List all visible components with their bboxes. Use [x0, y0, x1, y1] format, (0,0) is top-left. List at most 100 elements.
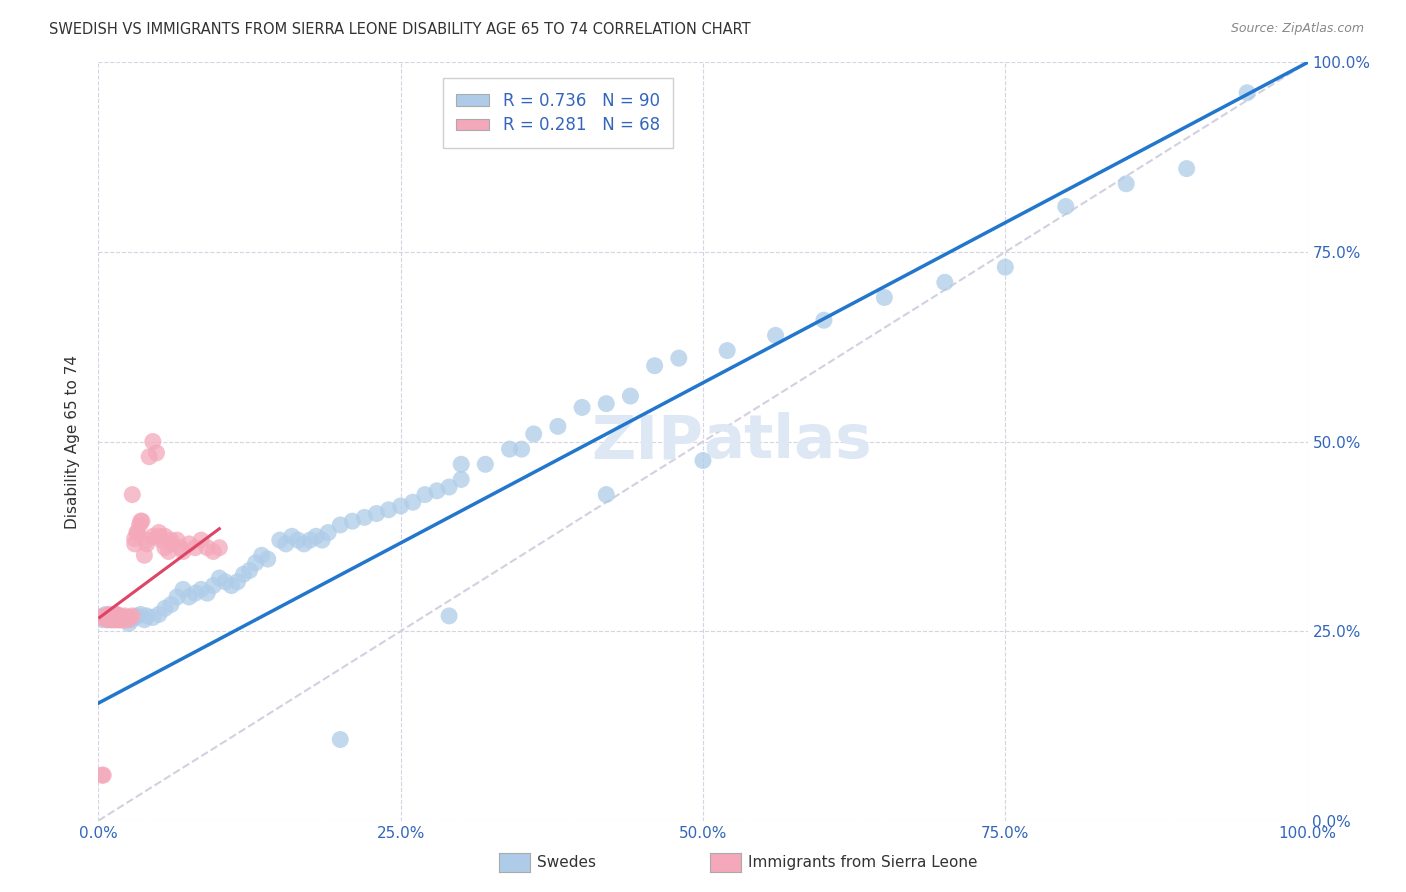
- Point: [107, 610, 129, 624]
- Point: [402, 495, 425, 509]
- Point: [450, 473, 472, 487]
- Text: Immigrants from Sierra Leone: Immigrants from Sierra Leone: [748, 855, 977, 870]
- Point: [97, 608, 120, 623]
- Point: [101, 610, 124, 624]
- Point: [1054, 199, 1077, 213]
- Point: [104, 610, 127, 624]
- Legend: R = 0.736   N = 90, R = 0.281   N = 68: R = 0.736 N = 90, R = 0.281 N = 68: [443, 78, 673, 148]
- Point: [153, 541, 176, 555]
- Point: [342, 514, 364, 528]
- Point: [114, 613, 136, 627]
- Point: [160, 533, 183, 548]
- Point: [118, 616, 141, 631]
- Point: [142, 610, 165, 624]
- Point: [153, 529, 176, 543]
- Text: Swedes: Swedes: [537, 855, 596, 870]
- Point: [498, 442, 520, 457]
- Point: [571, 401, 593, 415]
- Point: [813, 313, 835, 327]
- Point: [644, 359, 666, 373]
- Point: [101, 608, 124, 623]
- Point: [100, 610, 122, 624]
- Point: [124, 537, 146, 551]
- Point: [111, 610, 134, 624]
- Point: [389, 499, 412, 513]
- Point: [208, 571, 231, 585]
- Point: [202, 544, 225, 558]
- Point: [105, 610, 128, 624]
- Point: [129, 607, 152, 622]
- Point: [91, 768, 114, 782]
- Point: [208, 541, 231, 555]
- Point: [329, 732, 352, 747]
- Point: [184, 586, 207, 600]
- Point: [353, 510, 375, 524]
- Point: [118, 610, 141, 624]
- Point: [311, 533, 333, 548]
- Point: [108, 608, 131, 623]
- Point: [98, 607, 121, 622]
- Point: [91, 613, 114, 627]
- Point: [104, 608, 127, 623]
- Point: [131, 514, 153, 528]
- Point: [765, 328, 787, 343]
- Point: [595, 396, 617, 410]
- Point: [994, 260, 1017, 275]
- Point: [873, 291, 896, 305]
- Point: [124, 532, 146, 546]
- Point: [100, 613, 122, 627]
- Point: [127, 525, 149, 540]
- Point: [510, 442, 533, 457]
- Point: [108, 608, 131, 623]
- Point: [142, 434, 165, 449]
- Point: [190, 533, 212, 548]
- Point: [100, 613, 122, 627]
- Point: [91, 768, 114, 782]
- Point: [124, 610, 146, 624]
- Point: [101, 613, 124, 627]
- Point: [135, 533, 157, 548]
- Point: [96, 613, 118, 627]
- Point: [619, 389, 641, 403]
- Point: [195, 586, 218, 600]
- Point: [292, 537, 315, 551]
- Point: [98, 610, 121, 624]
- Point: [157, 544, 180, 558]
- Text: SWEDISH VS IMMIGRANTS FROM SIERRA LEONE DISABILITY AGE 65 TO 74 CORRELATION CHAR: SWEDISH VS IMMIGRANTS FROM SIERRA LEONE …: [49, 22, 751, 37]
- Point: [110, 610, 132, 624]
- Point: [114, 608, 136, 623]
- Point: [134, 548, 156, 563]
- Point: [90, 610, 112, 624]
- Point: [716, 343, 738, 358]
- Point: [474, 458, 496, 472]
- Point: [91, 608, 114, 623]
- Point: [1175, 161, 1198, 176]
- Point: [232, 567, 254, 582]
- Point: [202, 579, 225, 593]
- Point: [127, 608, 149, 623]
- Point: [107, 610, 129, 624]
- Point: [135, 537, 157, 551]
- Point: [145, 446, 167, 460]
- Point: [150, 533, 173, 548]
- Point: [107, 613, 129, 627]
- Point: [142, 529, 165, 543]
- Point: [121, 608, 143, 623]
- Point: [166, 533, 188, 548]
- Point: [148, 529, 170, 543]
- Point: [1236, 86, 1258, 100]
- Point: [93, 610, 115, 624]
- Point: [94, 608, 117, 623]
- Point: [111, 613, 134, 627]
- Point: [281, 529, 304, 543]
- Point: [269, 533, 291, 548]
- Point: [103, 613, 125, 627]
- Point: [108, 613, 131, 627]
- Point: [377, 503, 399, 517]
- Point: [413, 487, 436, 501]
- Point: [118, 610, 141, 624]
- Point: [108, 608, 131, 623]
- Point: [221, 579, 243, 593]
- Point: [111, 610, 134, 624]
- Point: [103, 610, 125, 624]
